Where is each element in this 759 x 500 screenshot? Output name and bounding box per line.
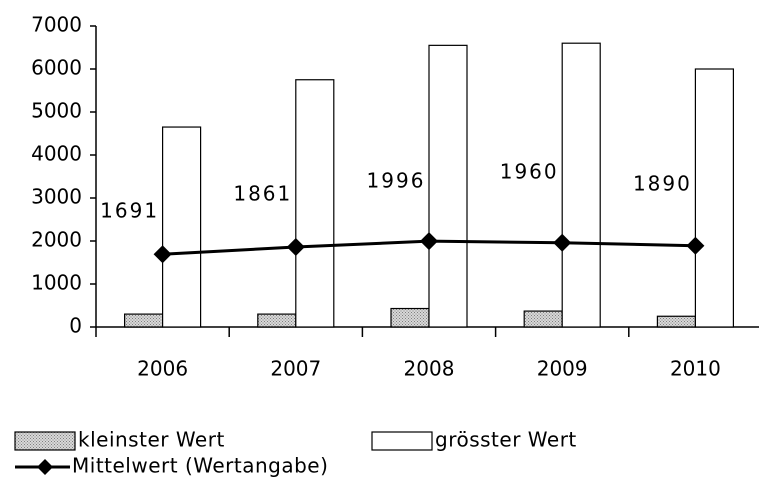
value-label: 1861 xyxy=(233,182,292,206)
bar xyxy=(257,313,297,328)
marker xyxy=(286,237,305,256)
legend-swatch xyxy=(14,431,76,451)
x-tick-label: 2009 xyxy=(537,357,588,381)
legend-marker xyxy=(37,459,53,475)
bar xyxy=(561,42,601,328)
bar xyxy=(390,307,430,328)
bar xyxy=(123,313,164,328)
legend-label: kleinster Wert xyxy=(78,428,225,452)
bar xyxy=(295,79,335,328)
marker xyxy=(153,245,172,264)
bar xyxy=(656,315,697,328)
y-tick-label: 3000 xyxy=(31,185,82,209)
legend-label: Mittelwert (Wertangabe) xyxy=(72,454,328,478)
marker xyxy=(553,233,572,252)
x-tick-label: 2010 xyxy=(670,357,721,381)
value-label: 1890 xyxy=(633,172,692,196)
value-label: 1996 xyxy=(367,169,426,193)
marker xyxy=(420,232,438,251)
x-tick-label: 2006 xyxy=(137,357,188,381)
marker xyxy=(686,236,705,255)
bar xyxy=(523,310,563,328)
y-tick-label: 1000 xyxy=(31,271,82,295)
value-label: 1691 xyxy=(100,199,159,223)
y-tick-label: 4000 xyxy=(31,142,82,166)
x-tick-label: 2008 xyxy=(404,357,455,381)
bar xyxy=(162,126,202,328)
y-tick-label: 5000 xyxy=(31,99,82,123)
x-tick-label: 2007 xyxy=(270,357,321,381)
bar xyxy=(694,68,735,328)
y-tick-label: 7000 xyxy=(31,13,82,37)
y-tick-label: 0 xyxy=(69,314,82,338)
y-tick-label: 6000 xyxy=(31,56,82,80)
legend-label: grösster Wert xyxy=(435,428,577,452)
legend-swatch xyxy=(371,431,433,451)
y-tick-label: 2000 xyxy=(31,228,82,252)
value-label: 1960 xyxy=(500,160,559,184)
bar xyxy=(428,44,468,328)
